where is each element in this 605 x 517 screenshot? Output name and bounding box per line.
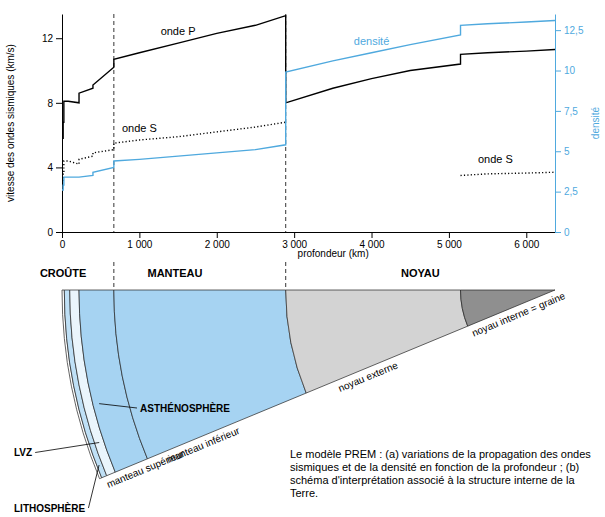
layer-label: noyau interne = graine bbox=[470, 290, 567, 339]
boundary-dashed-line bbox=[113, 262, 114, 290]
section-heading: MANTEAU bbox=[148, 267, 203, 279]
tick: 6 000 bbox=[514, 232, 539, 250]
tick-mark bbox=[56, 103, 62, 104]
section-heading: CROÛTE bbox=[40, 267, 86, 279]
leader-line bbox=[35, 443, 99, 453]
axis-line bbox=[63, 232, 556, 233]
tick-label: 5 bbox=[564, 146, 570, 157]
tick-label: 2 000 bbox=[205, 239, 230, 250]
series-label: densité bbox=[354, 35, 389, 47]
tick-label: 10 bbox=[564, 65, 576, 76]
tick: 8 bbox=[47, 98, 62, 109]
tick-mark bbox=[555, 192, 561, 193]
tick-label: 6 000 bbox=[514, 239, 539, 250]
tick-mark bbox=[555, 151, 561, 152]
section-heading: NOYAU bbox=[401, 267, 440, 279]
series-line bbox=[62, 122, 555, 180]
tick-mark bbox=[372, 232, 373, 238]
tick-mark bbox=[526, 232, 527, 238]
caption: Le modèle PREM : (a) variations de la pr… bbox=[290, 448, 591, 499]
series-line bbox=[62, 16, 555, 139]
leader-line bbox=[88, 465, 99, 508]
tick: 5 bbox=[555, 146, 570, 157]
layer-label: noyau externe bbox=[337, 359, 400, 394]
tick: 0 bbox=[60, 232, 66, 250]
tick-mark bbox=[555, 232, 561, 233]
callout-label: LVZ bbox=[14, 447, 32, 458]
tick-label: 0 bbox=[564, 227, 570, 238]
tick-mark bbox=[139, 232, 140, 238]
tick-mark bbox=[62, 232, 63, 238]
tick-label: 8 bbox=[47, 98, 53, 109]
x-axis-title: profondeur (km) bbox=[298, 248, 369, 259]
leader-line bbox=[99, 404, 137, 408]
tick-label: 12,5 bbox=[564, 25, 584, 36]
tick-label: 2,5 bbox=[564, 186, 578, 197]
earth-layer bbox=[286, 290, 468, 393]
tick: 0 bbox=[47, 227, 62, 238]
tick-label: 12 bbox=[42, 33, 54, 44]
boundary-dashed-line bbox=[113, 14, 114, 232]
tick-mark bbox=[555, 71, 561, 72]
tick-label: 0 bbox=[60, 239, 66, 250]
tick: 5 000 bbox=[437, 232, 462, 250]
y2-axis-title: densité bbox=[590, 106, 601, 139]
tick: 0 bbox=[555, 227, 570, 238]
series-line bbox=[62, 20, 555, 190]
tick-label: 1 000 bbox=[127, 239, 152, 250]
y2ticks-axis: 0 2,5 5 7,5 10 12,5 bbox=[555, 15, 584, 238]
tick-mark bbox=[555, 30, 561, 31]
tick: 12 bbox=[42, 33, 62, 44]
figure: 01 0002 0003 0004 0005 0006 0000481202,5… bbox=[0, 0, 605, 517]
earth-layer bbox=[114, 290, 306, 459]
plot-area bbox=[62, 16, 555, 190]
axis-line bbox=[555, 15, 556, 233]
layer-label: manteau inférieur bbox=[165, 425, 242, 465]
tick-mark bbox=[56, 232, 62, 233]
tick-mark bbox=[555, 111, 561, 112]
yticks-axis: 0 4 8 12 bbox=[42, 15, 63, 238]
boundary-dashed-line bbox=[285, 262, 286, 290]
callout-label: ASTHÉNOSPHÈRE bbox=[140, 402, 230, 414]
series-label: onde P bbox=[161, 25, 196, 37]
tick: 10 bbox=[555, 65, 576, 76]
tick-mark bbox=[294, 232, 295, 238]
callout-label: LITHOSPHÈRE bbox=[14, 502, 85, 514]
tick-mark bbox=[56, 167, 62, 168]
tick: 1 000 bbox=[127, 232, 152, 250]
tick: 2 000 bbox=[205, 232, 230, 250]
tick-mark bbox=[449, 232, 450, 238]
tick-label: 5 000 bbox=[437, 239, 462, 250]
tick: 7,5 bbox=[555, 106, 578, 117]
tick-mark bbox=[56, 38, 62, 39]
series-label: onde S bbox=[122, 122, 157, 134]
annotation: onde S bbox=[478, 153, 513, 165]
tick-label: 7,5 bbox=[564, 106, 578, 117]
y-axis-title: vitesse des ondes sismiques (km/s) bbox=[5, 44, 16, 202]
tick-mark bbox=[217, 232, 218, 238]
tick: 12,5 bbox=[555, 25, 584, 36]
tick-label: 4 bbox=[47, 162, 53, 173]
tick-label: 0 bbox=[47, 227, 53, 238]
tick: 4 bbox=[47, 162, 62, 173]
tick: 2,5 bbox=[555, 186, 578, 197]
